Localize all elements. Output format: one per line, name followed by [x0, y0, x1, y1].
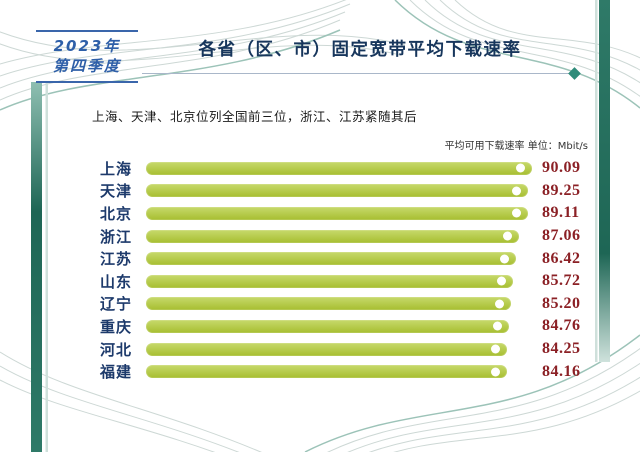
value-label: 85.72 [542, 272, 581, 290]
bar-track [146, 252, 532, 266]
chart-row: 上海 90.09 [78, 157, 592, 180]
chart-row: 江苏 86.42 [78, 247, 592, 270]
title-block: 各省（区、市）固定宽带平均下载速率 [142, 40, 581, 80]
bar-knob-icon [512, 186, 522, 196]
period-quarter: 第四季度 [52, 56, 121, 75]
bar [146, 161, 532, 175]
bar-track [146, 297, 532, 311]
chart-row: 河北 84.25 [78, 338, 592, 361]
bar [146, 252, 517, 266]
subtitle: 上海、天津、北京位列全国前三位，浙江、江苏紧随其后 [92, 109, 418, 124]
bar [146, 184, 529, 198]
unit-label: 平均可用下载速率 单位：Mbit/s [444, 141, 588, 152]
value-label: 89.25 [542, 181, 581, 199]
bar-knob-icon [493, 321, 503, 331]
diamond-accent-icon [568, 66, 581, 80]
bar-knob-icon [516, 163, 525, 173]
category-label: 北京 [99, 204, 132, 223]
bar-track [146, 161, 532, 175]
period-divider-top [36, 30, 138, 32]
chart-row: 辽宁 85.20 [78, 293, 592, 316]
bar-knob-icon [497, 276, 507, 286]
bar-track [146, 229, 532, 243]
category-label: 江苏 [99, 250, 132, 269]
bar [146, 206, 528, 220]
value-label: 84.25 [542, 340, 581, 358]
bar [146, 319, 510, 333]
bar-knob-icon [500, 254, 510, 264]
category-label: 上海 [99, 159, 132, 178]
value-label: 87.06 [542, 227, 581, 245]
category-label: 浙江 [99, 227, 132, 246]
chart-row: 天津 89.25 [78, 180, 592, 203]
category-label: 辽宁 [99, 295, 132, 314]
chart-row: 北京 89.11 [78, 202, 592, 225]
category-label: 山东 [99, 272, 132, 291]
bar-chart: 上海 90.09 天津 89.25 北京 89.11 浙江 87.06 江苏 86.42 山东 85.… [78, 157, 592, 383]
bar [146, 274, 514, 288]
value-label: 86.42 [542, 249, 581, 267]
value-label: 84.76 [542, 317, 581, 335]
bar-knob-icon [490, 367, 500, 377]
bar-track [146, 274, 532, 288]
value-label: 89.11 [542, 204, 580, 222]
value-label: 90.09 [542, 159, 581, 177]
title-underline [142, 66, 581, 80]
bar-track [146, 319, 532, 333]
bar [146, 342, 507, 356]
bar [146, 297, 512, 311]
period-block: 2023年 第四季度 [36, 30, 138, 83]
bar [146, 365, 507, 379]
bar-knob-icon [503, 231, 513, 241]
value-label: 85.20 [542, 294, 581, 312]
category-label: 天津 [99, 182, 132, 201]
page-title: 各省（区、市）固定宽带平均下载速率 [198, 40, 522, 60]
bar-knob-icon [511, 208, 521, 218]
category-label: 重庆 [99, 317, 132, 336]
value-label: 84.16 [542, 362, 581, 380]
category-label: 福建 [99, 363, 132, 382]
bar [146, 229, 520, 243]
category-label: 河北 [99, 340, 132, 359]
chart-row: 浙江 87.06 [78, 225, 592, 248]
bar-knob-icon [495, 299, 505, 309]
bar-track [146, 184, 532, 198]
bar-track [146, 206, 532, 220]
period-year: 2023年 [53, 37, 121, 55]
bar-knob-icon [490, 344, 500, 354]
chart-row: 山东 85.72 [78, 270, 592, 293]
chart-row: 重庆 84.76 [78, 315, 592, 338]
chart-row: 福建 84.16 [78, 360, 592, 383]
period-divider-bottom [36, 81, 138, 83]
bar-track [146, 365, 532, 379]
bar-track [146, 342, 532, 356]
